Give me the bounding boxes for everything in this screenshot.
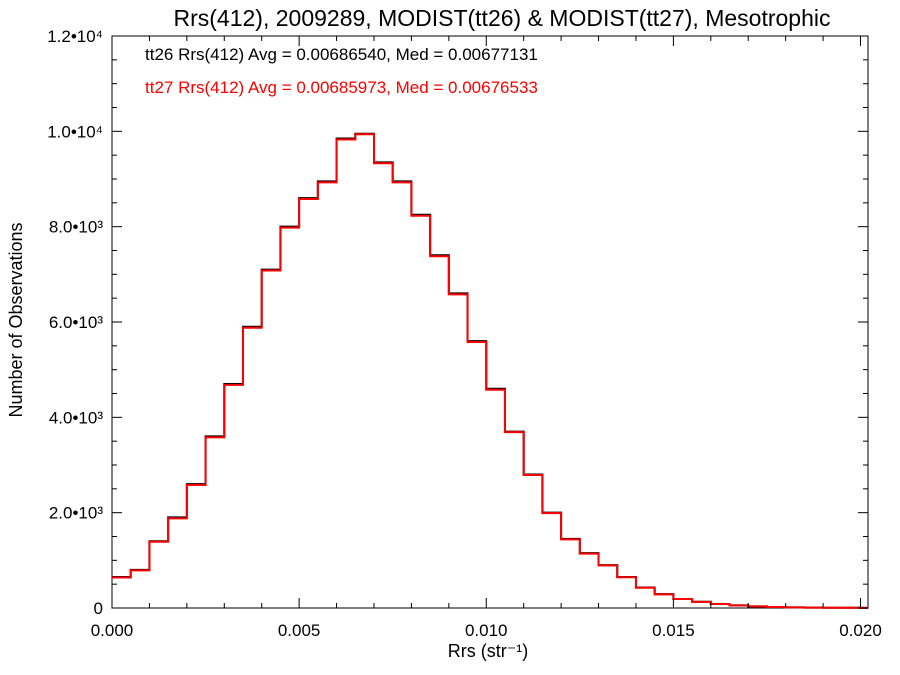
y-tick-label: 1.2•10⁴ [47, 27, 103, 46]
y-tick-label: 6.0•10³ [49, 313, 103, 332]
legend-tt26: tt26 Rrs(412) Avg = 0.00686540, Med = 0.… [145, 45, 538, 64]
y-tick-label: 8.0•10³ [49, 218, 103, 237]
plot-frame [111, 35, 869, 609]
chart-title: Rrs(412), 2009289, MODIST(tt26) & MODIST… [174, 5, 831, 31]
x-axis-ticks: 0.000 0.005 0.010 0.015 0.020 [91, 36, 882, 640]
x-tick-label: 0.015 [652, 621, 695, 640]
x-tick-label: 0.010 [465, 621, 508, 640]
y-tick-label: 0 [94, 599, 103, 618]
x-tick-label: 0.005 [278, 621, 321, 640]
y-axis-ticks: 0 2.0•10³ 4.0•10³ 6.0•10³ 8.0•10³ 1.0•10⁴ 1.2•… [47, 27, 868, 618]
legend-tt27: tt27 Rrs(412) Avg = 0.00685973, Med = 0.… [145, 78, 538, 97]
y-tick-label: 4.0•10³ [49, 408, 103, 427]
series-tt26-line [112, 132, 868, 609]
series-tt27-line [112, 133, 868, 609]
y-tick-label: 2.0•10³ [49, 504, 103, 523]
x-axis-label: Rrs (str⁻¹) [448, 641, 528, 661]
y-tick-label: 1.0•10⁴ [47, 122, 103, 141]
series-layer [112, 132, 868, 609]
plot-border [111, 35, 869, 609]
x-tick-label: 0.020 [839, 621, 882, 640]
y-axis-label: Number of Observations [6, 222, 26, 417]
x-tick-label: 0.000 [91, 621, 134, 640]
